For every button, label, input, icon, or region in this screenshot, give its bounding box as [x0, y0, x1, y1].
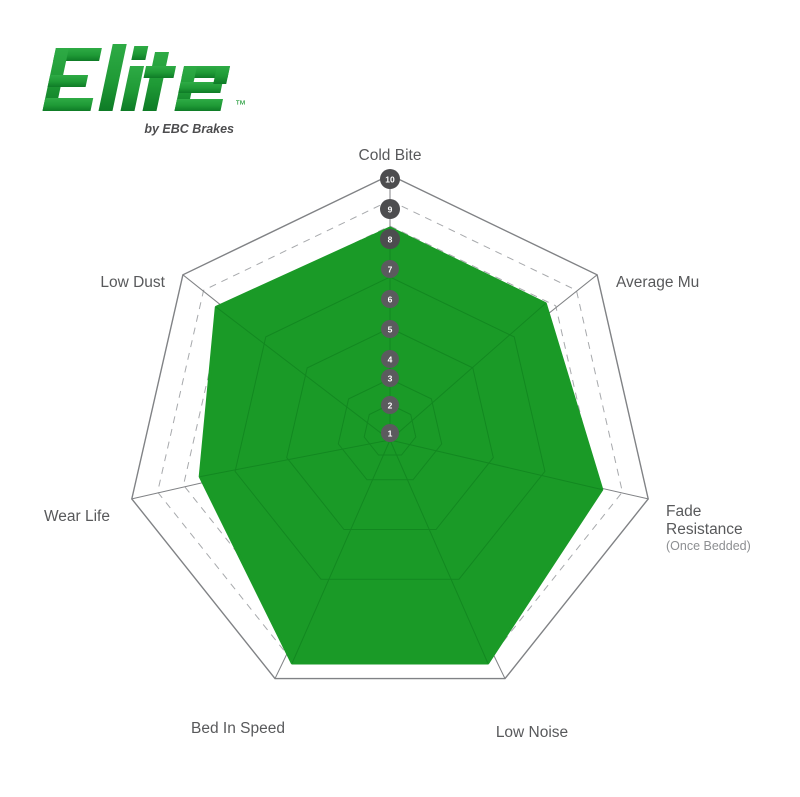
axis-label-low-dust: Low Dust [100, 274, 165, 291]
scale-marker-6: 6 [381, 290, 399, 308]
scale-marker-6-label: 6 [388, 294, 393, 304]
scale-marker-3: 3 [381, 369, 399, 387]
axis-label-low-noise: Low Noise [496, 724, 568, 741]
scale-marker-1: 1 [381, 424, 399, 442]
radar-outer-ring [131, 174, 649, 680]
axis-label-wear-life: Wear Life [44, 508, 110, 525]
scale-marker-2-label: 2 [388, 400, 393, 410]
axis-label-bed-in-speed: Bed In Speed [191, 720, 285, 737]
axis-label-fade-resistance-line2: Resistance [666, 521, 743, 538]
scale-marker-5-label: 5 [388, 324, 393, 334]
scale-marker-2: 2 [381, 396, 399, 414]
radar-series-elite [198, 226, 604, 665]
elite-logo: ™ by EBC Brakes [38, 38, 288, 148]
scale-marker-5: 5 [381, 320, 399, 338]
scale-marker-9: 9 [380, 199, 400, 219]
scale-marker-10: 10 [380, 169, 400, 189]
scale-marker-9-label: 9 [388, 204, 393, 214]
axis-label-average-mu: Average Mu [616, 274, 699, 291]
axis-label-fade-resistance-line1: Fade [666, 503, 701, 520]
scale-marker-4: 4 [381, 350, 399, 368]
scale-marker-1-label: 1 [388, 428, 393, 438]
scale-marker-7: 7 [381, 260, 399, 278]
axis-label-cold-bite: Cold Bite [359, 147, 422, 164]
logo-trademark: ™ [235, 99, 246, 111]
radar-scale-markers: 10 9 8 7 6 5 4 [380, 169, 400, 442]
scale-marker-7-label: 7 [388, 264, 393, 274]
scale-marker-8: 8 [380, 229, 400, 249]
axis-label-fade-resistance-line3: (Once Bedded) [666, 539, 751, 553]
scale-marker-3-label: 3 [388, 373, 393, 383]
scale-marker-10-label: 10 [385, 174, 395, 184]
scale-marker-4-label: 4 [388, 354, 393, 364]
elite-logo-graphic: ™ by EBC Brakes [42, 44, 246, 136]
logo-tagline: by EBC Brakes [144, 122, 234, 136]
scale-marker-8-label: 8 [388, 234, 393, 244]
